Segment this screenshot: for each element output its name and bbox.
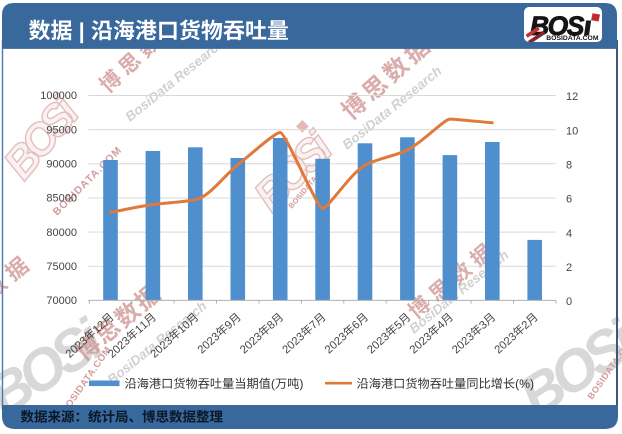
svg-text:90000: 90000 [46, 159, 77, 171]
svg-text:100000: 100000 [40, 90, 77, 102]
svg-text:70000: 70000 [46, 295, 77, 307]
svg-text:95000: 95000 [46, 124, 77, 136]
svg-text:4: 4 [566, 228, 572, 240]
svg-text:85000: 85000 [46, 193, 77, 205]
svg-text:BOSIDATA.COM: BOSIDATA.COM [546, 35, 599, 42]
svg-text:2: 2 [566, 262, 572, 274]
svg-text:0: 0 [566, 296, 572, 308]
svg-text:10: 10 [566, 125, 578, 137]
svg-text:8: 8 [566, 160, 572, 172]
svg-text:75000: 75000 [46, 261, 77, 273]
svg-text:6: 6 [566, 194, 572, 206]
svg-text:12: 12 [566, 91, 578, 103]
svg-text:80000: 80000 [46, 227, 77, 239]
